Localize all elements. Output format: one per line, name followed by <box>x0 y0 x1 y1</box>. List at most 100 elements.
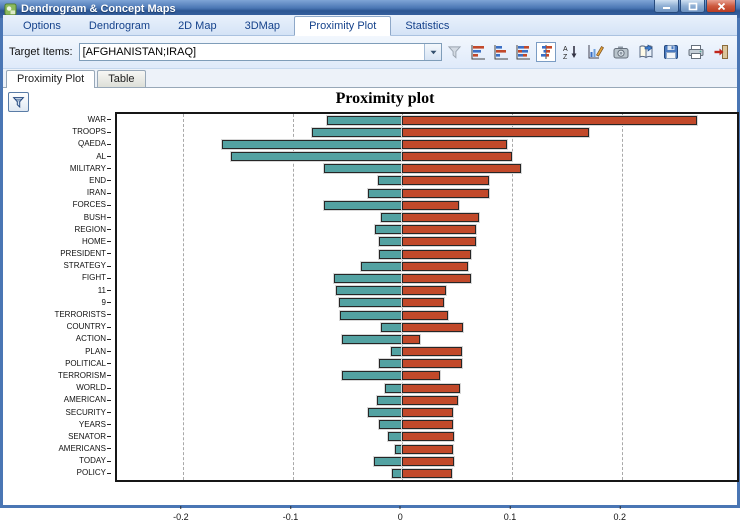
chart-row <box>117 394 737 406</box>
target-items-combobox[interactable] <box>78 43 443 61</box>
bar-positive <box>402 468 452 478</box>
bar-negative <box>324 200 403 210</box>
bar-positive <box>402 444 453 454</box>
bar-negative <box>379 237 403 247</box>
combo-dropdown-button[interactable] <box>424 44 442 60</box>
chart-row <box>117 467 737 479</box>
bar-negative <box>377 395 403 405</box>
tab-proximity-plot[interactable]: Proximity Plot <box>294 16 392 36</box>
plot-area <box>115 112 739 482</box>
chart-row <box>117 455 737 467</box>
application-window: Dendrogram & Concept Maps Options Dendro… <box>0 0 740 508</box>
x-tick: 0.2 <box>614 506 626 522</box>
chart-row <box>117 346 737 358</box>
subtab-proximity-plot[interactable]: Proximity Plot <box>6 70 96 88</box>
chart-row <box>117 407 737 419</box>
app-window: { "window": { "title": "Dendrogram & Con… <box>0 0 740 508</box>
chart-panel: Proximity plot WAR TROOPS QAEDA AL MILITARY E… <box>3 88 739 522</box>
bar-positive <box>402 310 449 320</box>
subtab-table[interactable]: Table <box>97 70 146 87</box>
export-book-button[interactable] <box>636 42 656 62</box>
bar-positive <box>402 286 447 296</box>
bar-negative <box>368 188 403 198</box>
close-button[interactable] <box>706 0 736 13</box>
bar-positive <box>402 420 453 430</box>
print-button[interactable] <box>686 42 706 62</box>
category-label: POLICY <box>3 467 111 479</box>
target-items-label: Target Items: <box>9 46 73 58</box>
bar-chart-left-icon <box>471 45 485 60</box>
bar-negative <box>394 444 403 454</box>
chart-row <box>117 419 737 431</box>
chart-row <box>117 151 737 163</box>
gridline <box>621 114 623 480</box>
bar-negative <box>341 371 403 381</box>
category-label: TROOPS <box>3 126 111 138</box>
bar-positive <box>402 273 472 283</box>
x-tick-label: -0.2 <box>173 512 189 522</box>
target-items-input[interactable] <box>79 44 425 60</box>
bar-positive <box>402 225 476 235</box>
bar-positive <box>402 322 463 332</box>
bar-positive <box>402 408 453 417</box>
bar-negative <box>373 456 403 466</box>
bar-chart-stacked-icon <box>516 45 531 60</box>
chart-row <box>117 126 737 138</box>
tab-2d-map[interactable]: 2D Map <box>178 20 217 32</box>
bar-chart-sorted-icon <box>494 45 508 60</box>
category-label: COUNTRY <box>3 321 111 333</box>
chart-type-bars-left-button[interactable] <box>468 42 488 62</box>
chart-edit-button[interactable] <box>586 42 606 62</box>
app-icon <box>4 2 17 16</box>
bar-negative <box>379 249 403 259</box>
bar-negative <box>360 261 403 271</box>
chart-title: Proximity plot <box>335 90 435 107</box>
tab-statistics[interactable]: Statistics <box>405 20 450 32</box>
bar-positive <box>402 249 472 259</box>
chart-row <box>117 358 737 370</box>
category-label: 11 <box>3 285 111 297</box>
chart-row <box>117 260 737 272</box>
chart-row <box>117 187 737 199</box>
chart-type-bars-diverging-button[interactable] <box>536 42 556 62</box>
gridline <box>182 114 184 480</box>
camera-button[interactable] <box>611 42 631 62</box>
chart-row <box>117 333 737 345</box>
x-tick-label: -0.1 <box>282 512 299 522</box>
tab-options[interactable]: Options <box>23 20 61 32</box>
save-button[interactable] <box>661 42 681 62</box>
chart-row <box>117 163 737 175</box>
category-label: YEARS <box>3 419 111 431</box>
save-floppy-icon <box>664 45 678 59</box>
chart-row <box>117 382 737 394</box>
category-label: TERRORISM <box>3 370 111 382</box>
bar-negative <box>379 420 403 430</box>
bar-positive <box>402 164 521 174</box>
filter-funnel-button[interactable] <box>445 42 465 62</box>
minimize-button[interactable] <box>654 0 679 13</box>
tab-3d-map[interactable]: 3DMap <box>244 20 281 32</box>
maximize-button[interactable] <box>680 0 705 13</box>
exit-button[interactable] <box>711 42 731 62</box>
chart-type-bars-sorted-button[interactable] <box>491 42 511 62</box>
main-tab-bar: Options Dendrogram 2D Map 3DMap Proximit… <box>3 15 737 36</box>
sort-az-icon: AZ <box>563 46 577 60</box>
category-label: TERRORISTS <box>3 309 111 321</box>
x-tick: -0.1 <box>282 506 299 522</box>
chart-type-bars-stacked-button[interactable] <box>513 42 533 62</box>
chart-row <box>117 212 737 224</box>
category-label: AL <box>3 151 111 163</box>
printer-icon <box>688 45 704 59</box>
chart-row <box>117 248 737 260</box>
bar-positive <box>402 152 513 162</box>
category-label: FORCES <box>3 199 111 211</box>
x-tick: 0 <box>398 506 403 522</box>
tab-dendrogram[interactable]: Dendrogram <box>88 20 151 32</box>
bar-positive <box>402 176 489 186</box>
plot-filter-button[interactable] <box>8 92 29 112</box>
bar-positive <box>402 115 698 125</box>
category-label: MILITARY <box>3 163 111 175</box>
bar-negative <box>339 310 403 320</box>
bar-negative <box>381 322 403 332</box>
